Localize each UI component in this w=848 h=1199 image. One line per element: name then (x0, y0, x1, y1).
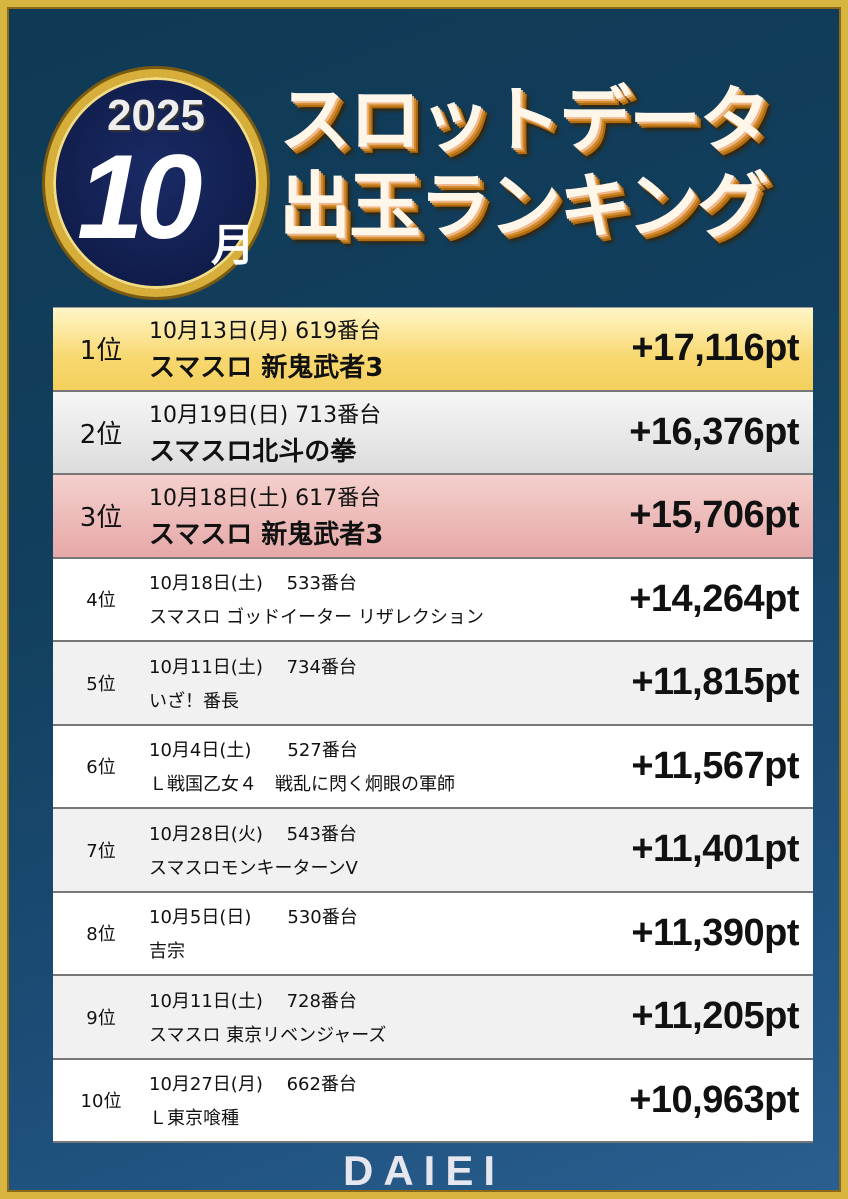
rank-label: 2位 (79, 419, 123, 450)
row-info: 10月18日(土) 533番台 スマスロ ゴッドイーター リザレクション (149, 559, 569, 641)
row-info: 10月18日(土) 617番台 スマスロ 新鬼武者3 (149, 475, 569, 557)
points-value: +17,116pt (631, 327, 799, 370)
row-info: 10月5日(日) 530番台 吉宗 (149, 893, 569, 975)
date-and-machine-number: 10月11日(土) 728番台 (149, 990, 357, 1012)
row-info: 10月28日(火) 543番台 スマスロモンキーターンV (149, 809, 569, 891)
rank-label: 8位 (86, 924, 116, 946)
row-info: 10月4日(土) 527番台 Ｌ戦国乙女４ 戦乱に閃く炯眼の軍師 (149, 726, 569, 808)
machine-name: Ｌ東京喰種 (149, 1108, 239, 1130)
ranking-table: 1位 10月13日(月) 619番台 スマスロ 新鬼武者3 +17,116pt 2… (53, 307, 813, 1143)
machine-name: スマスロ ゴッドイーター リザレクション (149, 607, 484, 629)
poster-title: スロットデータ 出玉ランキング (279, 77, 771, 249)
row-info: 10月13日(月) 619番台 スマスロ 新鬼武者3 (149, 308, 569, 390)
month-number: 10 (77, 130, 203, 264)
machine-name: スマスロ 東京リベンジャーズ (149, 1024, 387, 1046)
date-and-machine-number: 10月28日(火) 543番台 (149, 823, 357, 845)
rank-label: 9位 (86, 1007, 116, 1029)
daiei-logo: DAIEI (342, 1147, 505, 1194)
year-label: 2025 (107, 91, 205, 140)
points-value: +11,390pt (631, 911, 799, 954)
points-value: +11,205pt (631, 995, 799, 1038)
rank-label: 1位 (79, 336, 123, 367)
ranking-row: 10位 10月27日(月) 662番台 Ｌ東京喰種 +10,963pt (53, 1059, 813, 1143)
points-value: +16,376pt (629, 410, 799, 453)
points-value: +11,401pt (631, 828, 799, 871)
date-and-machine-number: 10月27日(月) 662番台 (149, 1074, 357, 1096)
title-line-1: スロットデータ (279, 78, 771, 162)
date-and-machine-number: 10月18日(土) 617番台 (149, 486, 382, 512)
rank-label: 4位 (86, 590, 116, 612)
row-info: 10月11日(土) 728番台 スマスロ 東京リベンジャーズ (149, 976, 569, 1058)
row-info: 10月19日(日) 713番台 スマスロ北斗の拳 (149, 392, 569, 474)
machine-name: スマスロ 新鬼武者3 (149, 353, 384, 384)
ranking-row: 7位 10月28日(火) 543番台 スマスロモンキーターンV +11,401p… (53, 809, 813, 893)
row-info: 10月11日(土) 734番台 いざ！番長 (149, 642, 569, 724)
title-line-2: 出玉ランキング (279, 164, 769, 248)
ranking-row: 9位 10月11日(土) 728番台 スマスロ 東京リベンジャーズ +11,20… (53, 976, 813, 1060)
machine-name: いざ！番長 (149, 690, 239, 712)
rank-label: 6位 (86, 757, 116, 779)
ranking-row: 5位 10月11日(土) 734番台 いざ！番長 +11,815pt (53, 642, 813, 726)
ranking-row: 3位 10月18日(土) 617番台 スマスロ 新鬼武者3 +15,706pt (53, 475, 813, 559)
row-info: 10月27日(月) 662番台 Ｌ東京喰種 (149, 1060, 569, 1142)
machine-name: スマスロ北斗の拳 (149, 436, 357, 467)
ranking-row: 8位 10月5日(日) 530番台 吉宗 +11,390pt (53, 892, 813, 976)
points-value: +15,706pt (629, 494, 799, 537)
date-and-machine-number: 10月13日(月) 619番台 (149, 319, 382, 345)
points-value: +10,963pt (629, 1078, 799, 1121)
machine-name: 吉宗 (149, 941, 185, 963)
date-and-machine-number: 10月11日(土) 734番台 (149, 656, 357, 678)
month-badge: 2025 10 月 (45, 69, 267, 297)
points-value: +11,567pt (631, 744, 799, 787)
machine-name: スマスロモンキーターンV (149, 857, 358, 879)
date-and-machine-number: 10月18日(土) 533番台 (149, 573, 357, 595)
points-value: +14,264pt (629, 577, 799, 620)
ranking-row: 4位 10月18日(土) 533番台 スマスロ ゴッドイーター リザレクション … (53, 558, 813, 642)
points-value: +11,815pt (631, 661, 799, 704)
date-and-machine-number: 10月5日(日) 530番台 (149, 907, 358, 929)
rank-label: 10位 (80, 1091, 122, 1113)
date-and-machine-number: 10月4日(土) 527番台 (149, 740, 358, 762)
ranking-row: 1位 10月13日(月) 619番台 スマスロ 新鬼武者3 +17,116pt (53, 308, 813, 392)
machine-name: Ｌ戦国乙女４ 戦乱に閃く炯眼の軍師 (149, 774, 455, 796)
ranking-row: 2位 10月19日(日) 713番台 スマスロ北斗の拳 +16,376pt (53, 391, 813, 475)
ranking-row: 6位 10月4日(土) 527番台 Ｌ戦国乙女４ 戦乱に閃く炯眼の軍師 +11,… (53, 725, 813, 809)
rank-label: 7位 (86, 840, 116, 862)
rank-label: 5位 (86, 673, 116, 695)
month-suffix: 月 (211, 220, 255, 271)
rank-label: 3位 (79, 503, 123, 534)
date-and-machine-number: 10月19日(日) 713番台 (149, 402, 382, 428)
machine-name: スマスロ 新鬼武者3 (149, 520, 384, 551)
